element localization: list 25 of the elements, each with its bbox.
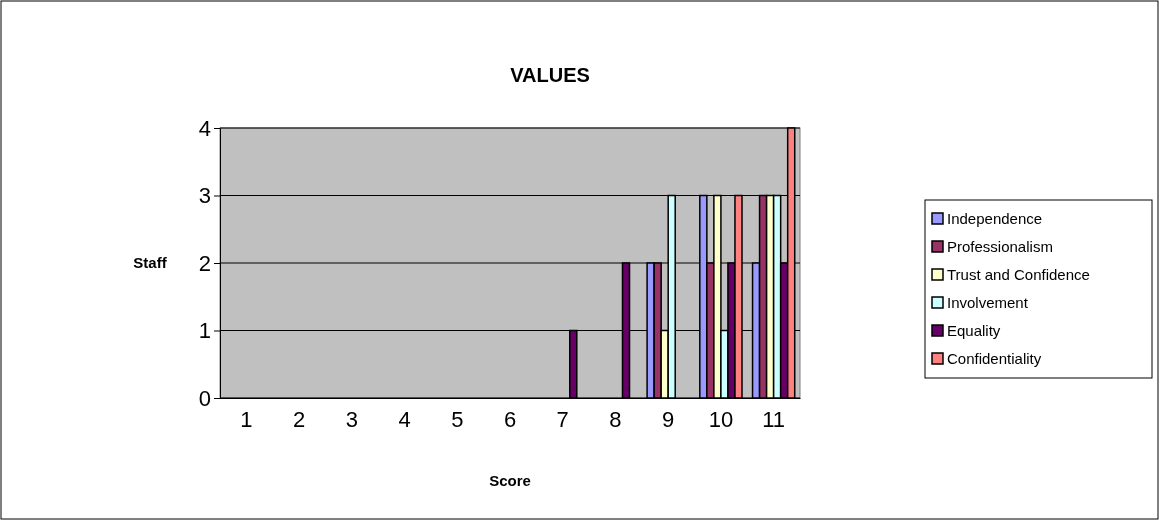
x-tick-label: 10	[708, 407, 734, 433]
y-tick-label: 0	[198, 385, 211, 411]
x-tick-label: 1	[240, 407, 253, 433]
x-tick-label: 8	[609, 407, 622, 433]
legend-label: Confidentiality	[947, 350, 1042, 367]
x-tick-label: 9	[662, 407, 675, 433]
x-tick-label: 7	[556, 407, 569, 433]
y-tick-label: 2	[198, 250, 211, 276]
y-axis-title: Staff	[133, 254, 168, 271]
x-tick-label: 6	[503, 407, 517, 433]
legend-label: Independence	[947, 210, 1043, 227]
y-tick-label: 3	[198, 183, 211, 209]
chart-title: VALUES	[510, 64, 590, 86]
legend-label: Equality	[947, 322, 1001, 339]
legend-label: Professionalism	[947, 238, 1053, 255]
x-axis-title: Score	[489, 472, 531, 489]
x-tick-label: 4	[398, 407, 411, 433]
y-tick-label: 4	[198, 115, 211, 141]
x-tick-label: 2	[292, 407, 306, 433]
x-tick-label: 11	[762, 407, 786, 433]
y-tick-label: 1	[198, 318, 211, 344]
x-tick-label: 3	[345, 407, 358, 433]
legend-label: Trust and Confidence	[947, 266, 1090, 283]
x-tick-label: 5	[451, 407, 464, 433]
legend-label: Involvement	[947, 294, 1029, 311]
